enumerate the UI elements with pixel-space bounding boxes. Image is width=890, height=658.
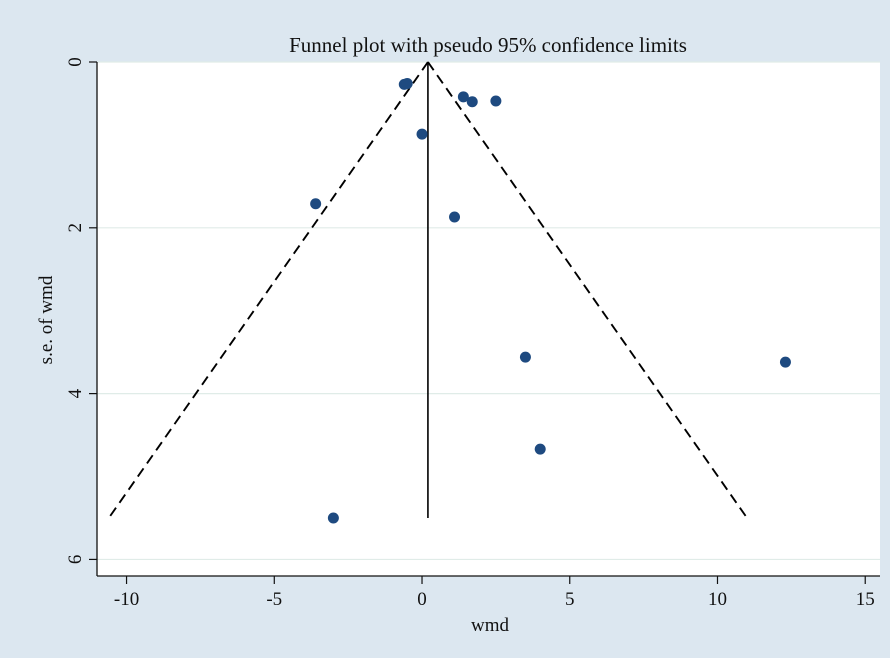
study-point [310, 198, 322, 210]
axes [96, 62, 880, 577]
y-tick-label: 4 [65, 388, 86, 398]
x-ticks: -10 -5 0 5 10 15 [114, 576, 875, 610]
study-point [416, 128, 428, 140]
study-point [519, 351, 531, 363]
y-tick-label: 2 [65, 223, 86, 233]
study-point [401, 78, 413, 90]
chart-title: Funnel plot with pseudo 95% confidence l… [289, 33, 687, 57]
y-tick-label: 6 [65, 555, 86, 565]
y-axis-title: s.e. of wmd [36, 275, 57, 364]
x-tick-label: -5 [266, 589, 282, 610]
study-point [490, 95, 502, 107]
study-point [779, 356, 791, 368]
x-tick-label: -10 [114, 589, 139, 610]
x-tick-label: 0 [417, 589, 427, 610]
study-point [457, 91, 469, 103]
lower-confidence-limit [108, 61, 429, 519]
study-point [534, 443, 546, 455]
x-tick-label: 10 [708, 589, 727, 610]
x-axis-title: wmd [471, 615, 510, 636]
study-point [449, 211, 461, 223]
y-ticks: 0 2 4 6 [65, 57, 97, 564]
gridlines [97, 61, 880, 561]
upper-confidence-limit [427, 61, 748, 519]
x-tick-label: 15 [856, 589, 875, 610]
plot-area [97, 62, 880, 576]
x-tick-label: 5 [565, 589, 575, 610]
study-point [327, 512, 339, 524]
funnel-lines [108, 61, 748, 519]
study-point [466, 96, 478, 108]
data-points [310, 78, 791, 524]
y-tick-label: 0 [65, 57, 86, 67]
